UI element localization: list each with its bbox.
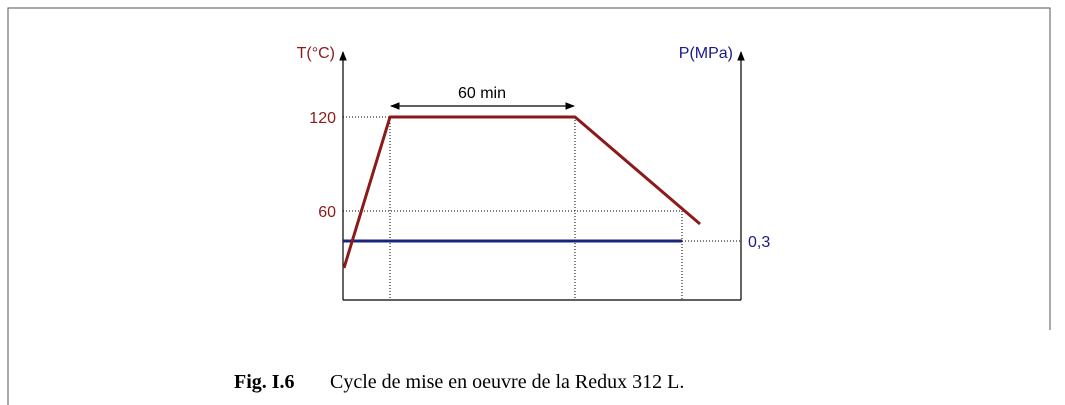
temperature-line	[342, 115, 701, 269]
right-axis-label: P(MPa)	[679, 45, 733, 62]
duration-label: 60 min	[458, 85, 506, 102]
tick-label: 120	[309, 110, 336, 127]
caption-number: Fig. I.6	[234, 371, 295, 393]
frame	[7, 7, 1051, 405]
caption-text: Cycle de mise en oeuvre de la Redux 312 …	[330, 371, 684, 393]
tick-label: 0,3	[748, 234, 770, 251]
left-axis-label: T(°C)	[297, 45, 335, 62]
tick-label: 60	[318, 204, 336, 221]
